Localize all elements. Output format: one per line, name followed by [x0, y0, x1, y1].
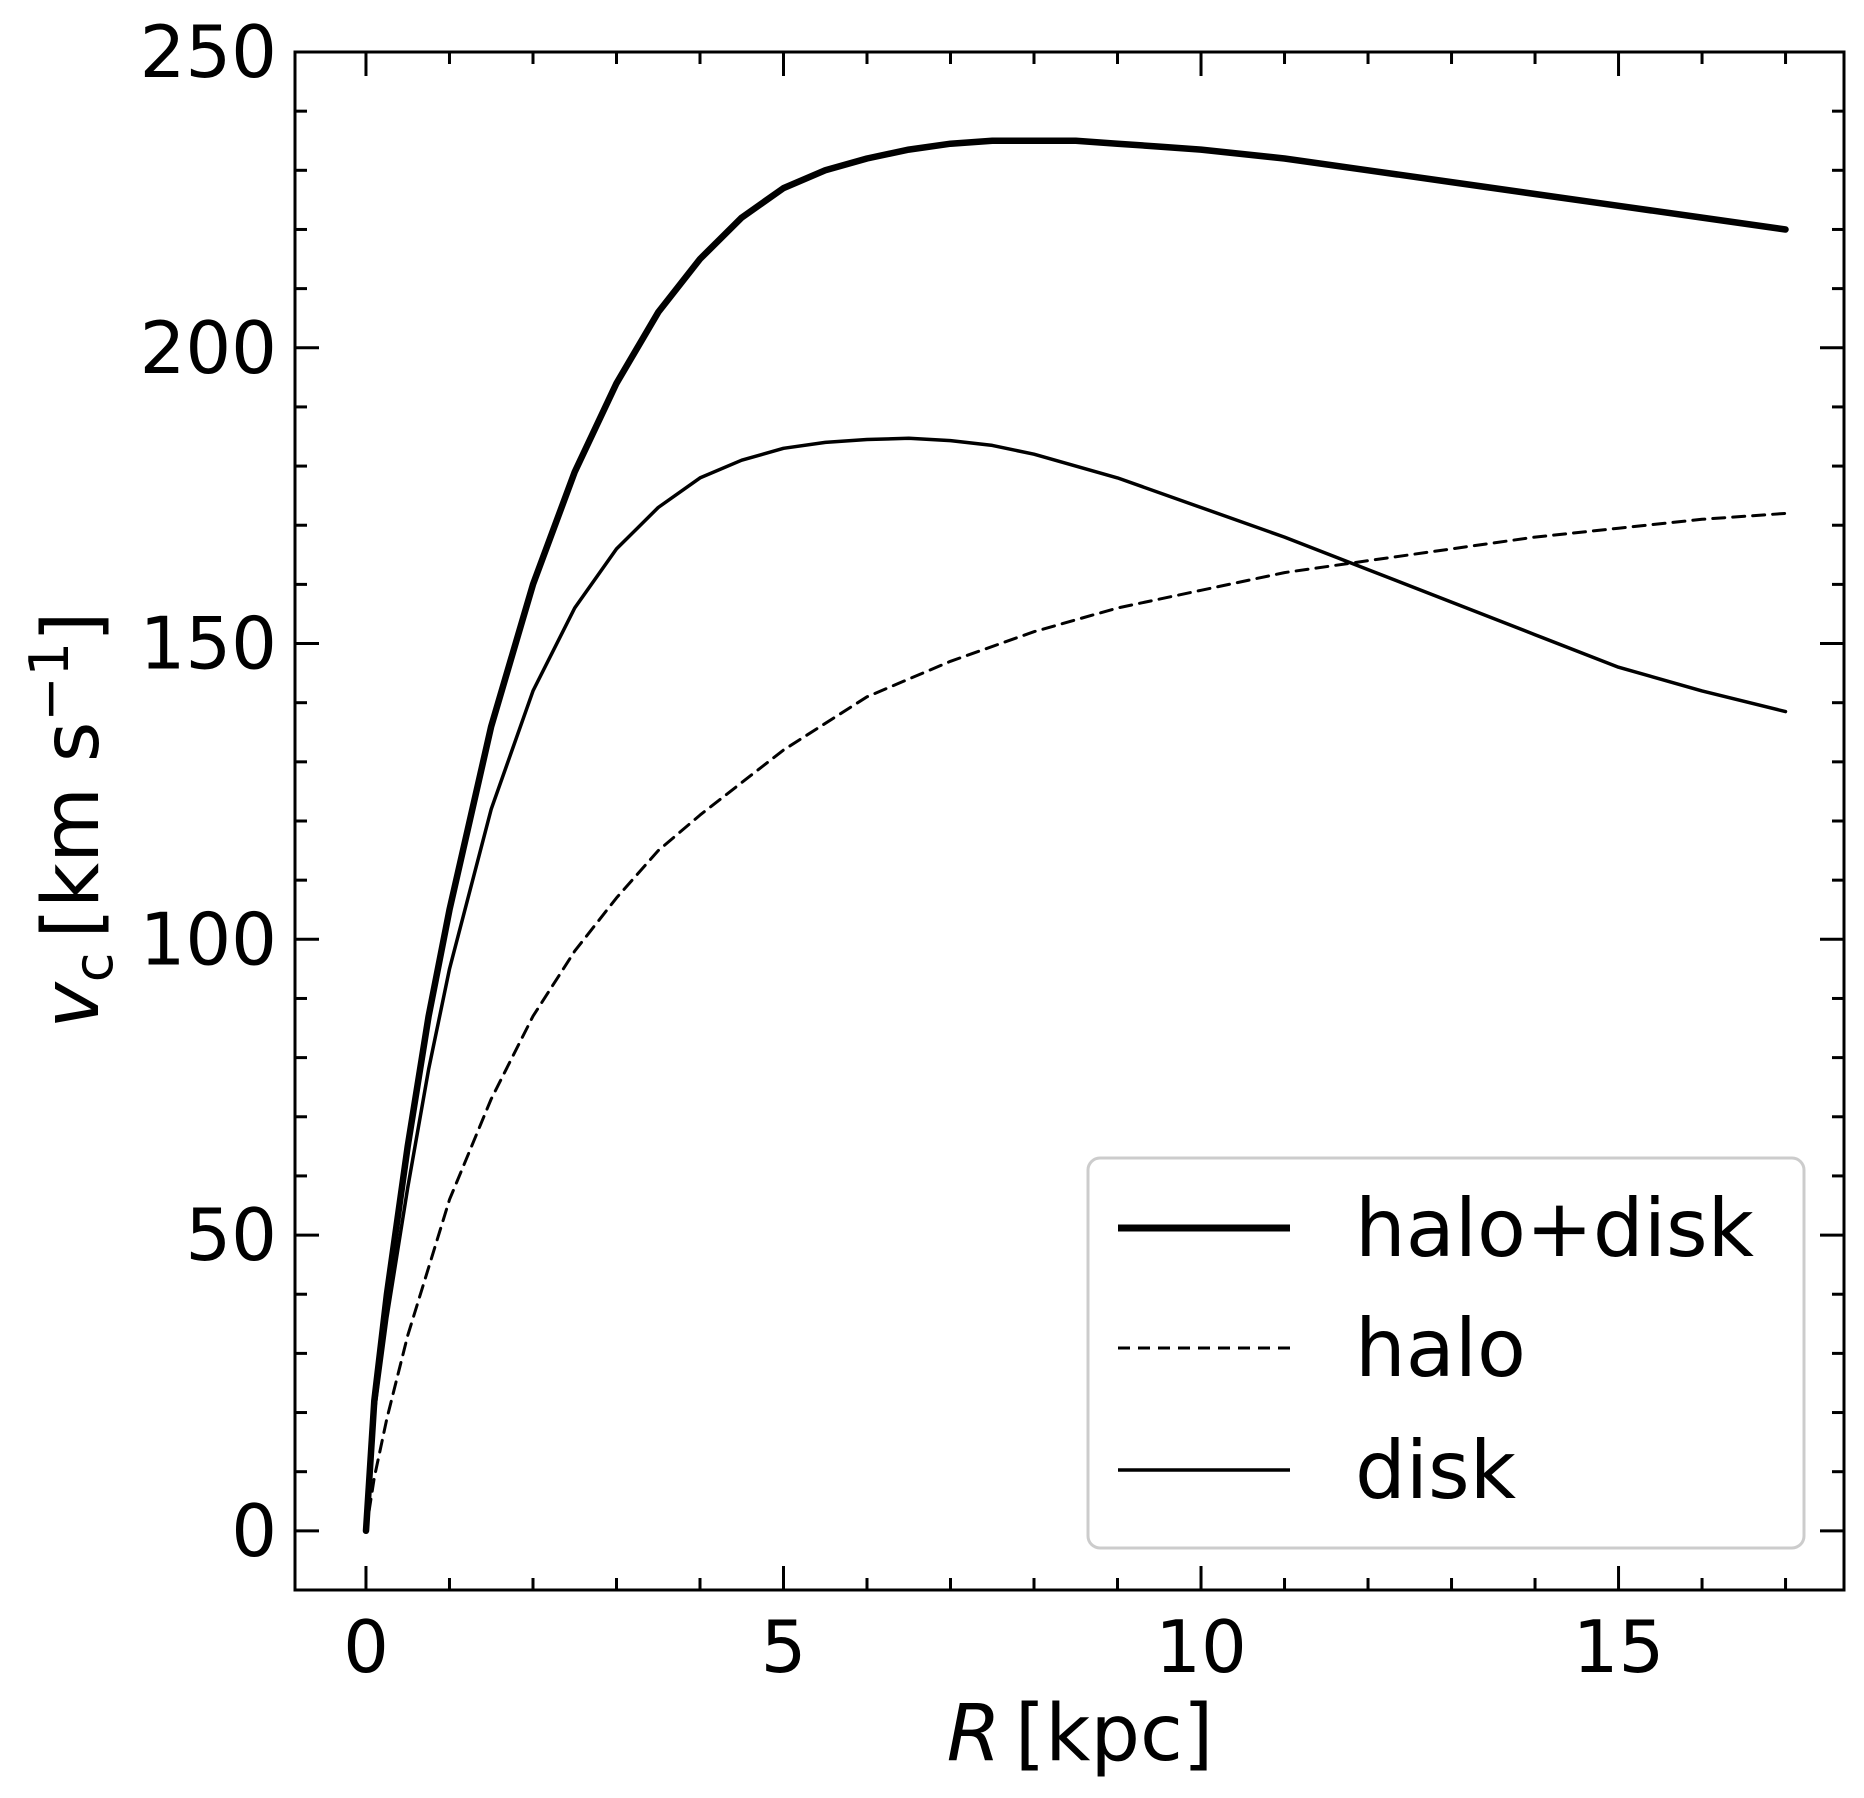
series-line-halo-disk: [362, 137, 1789, 1535]
y-axis-unit-exp: −1: [18, 642, 81, 722]
axis-tick-labels: 0 50 100 150 200 250 0 5 10 15: [140, 10, 1665, 1689]
x-axis-unit: [kpc]: [1015, 1689, 1213, 1779]
y-tick-label: 100: [140, 897, 277, 981]
x-axis-symbol: R: [947, 1689, 1001, 1779]
x-axis-title: R [kpc]: [947, 1689, 1214, 1779]
legend-box: [1086, 1156, 1806, 1550]
x-tick-label: 15: [1573, 1605, 1665, 1689]
x-tick-label: 5: [761, 1605, 807, 1689]
x-tick-label: 10: [1155, 1605, 1247, 1689]
series-line-disk: [364, 436, 1788, 1533]
axis-ticks: [295, 50, 1844, 1592]
svg-text:vc[km s−1]: vc [km s−1]: [18, 612, 125, 1029]
legend-label-disk: disk: [1355, 1424, 1517, 1517]
y-tick-label: 200: [140, 306, 277, 390]
y-tick-label: 50: [185, 1193, 277, 1277]
series-line-halo: [364, 511, 1787, 1533]
series-layer: [362, 137, 1789, 1535]
y-axis-unit-close: ]: [27, 612, 117, 642]
legend-label-halo: halo: [1355, 1302, 1526, 1395]
y-tick-label: 0: [231, 1489, 277, 1573]
legend-label-halo-disk: halo+disk: [1355, 1182, 1755, 1275]
y-axis-unit-open: [km s: [27, 722, 117, 939]
y-axis-symbol: v: [27, 980, 117, 1028]
y-axis-title: vc [km s−1]: [18, 612, 125, 1029]
svg-text:R[kpc]: R [kpc]: [947, 1689, 1214, 1779]
y-tick-label: 250: [140, 10, 277, 94]
x-tick-label: 0: [343, 1605, 389, 1689]
y-tick-label: 150: [140, 602, 277, 686]
y-axis-subscript: c: [62, 953, 125, 983]
legend: halo+disk halo disk: [1086, 1156, 1806, 1550]
